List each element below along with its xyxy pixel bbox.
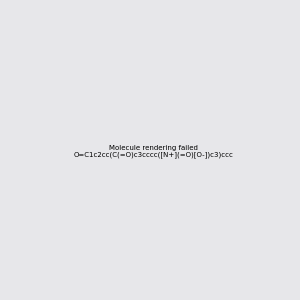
Text: Molecule rendering failed
O=C1c2cc(C(=O)c3cccc([N+](=O)[O-])c3)ccc: Molecule rendering failed O=C1c2cc(C(=O)… bbox=[74, 145, 234, 158]
